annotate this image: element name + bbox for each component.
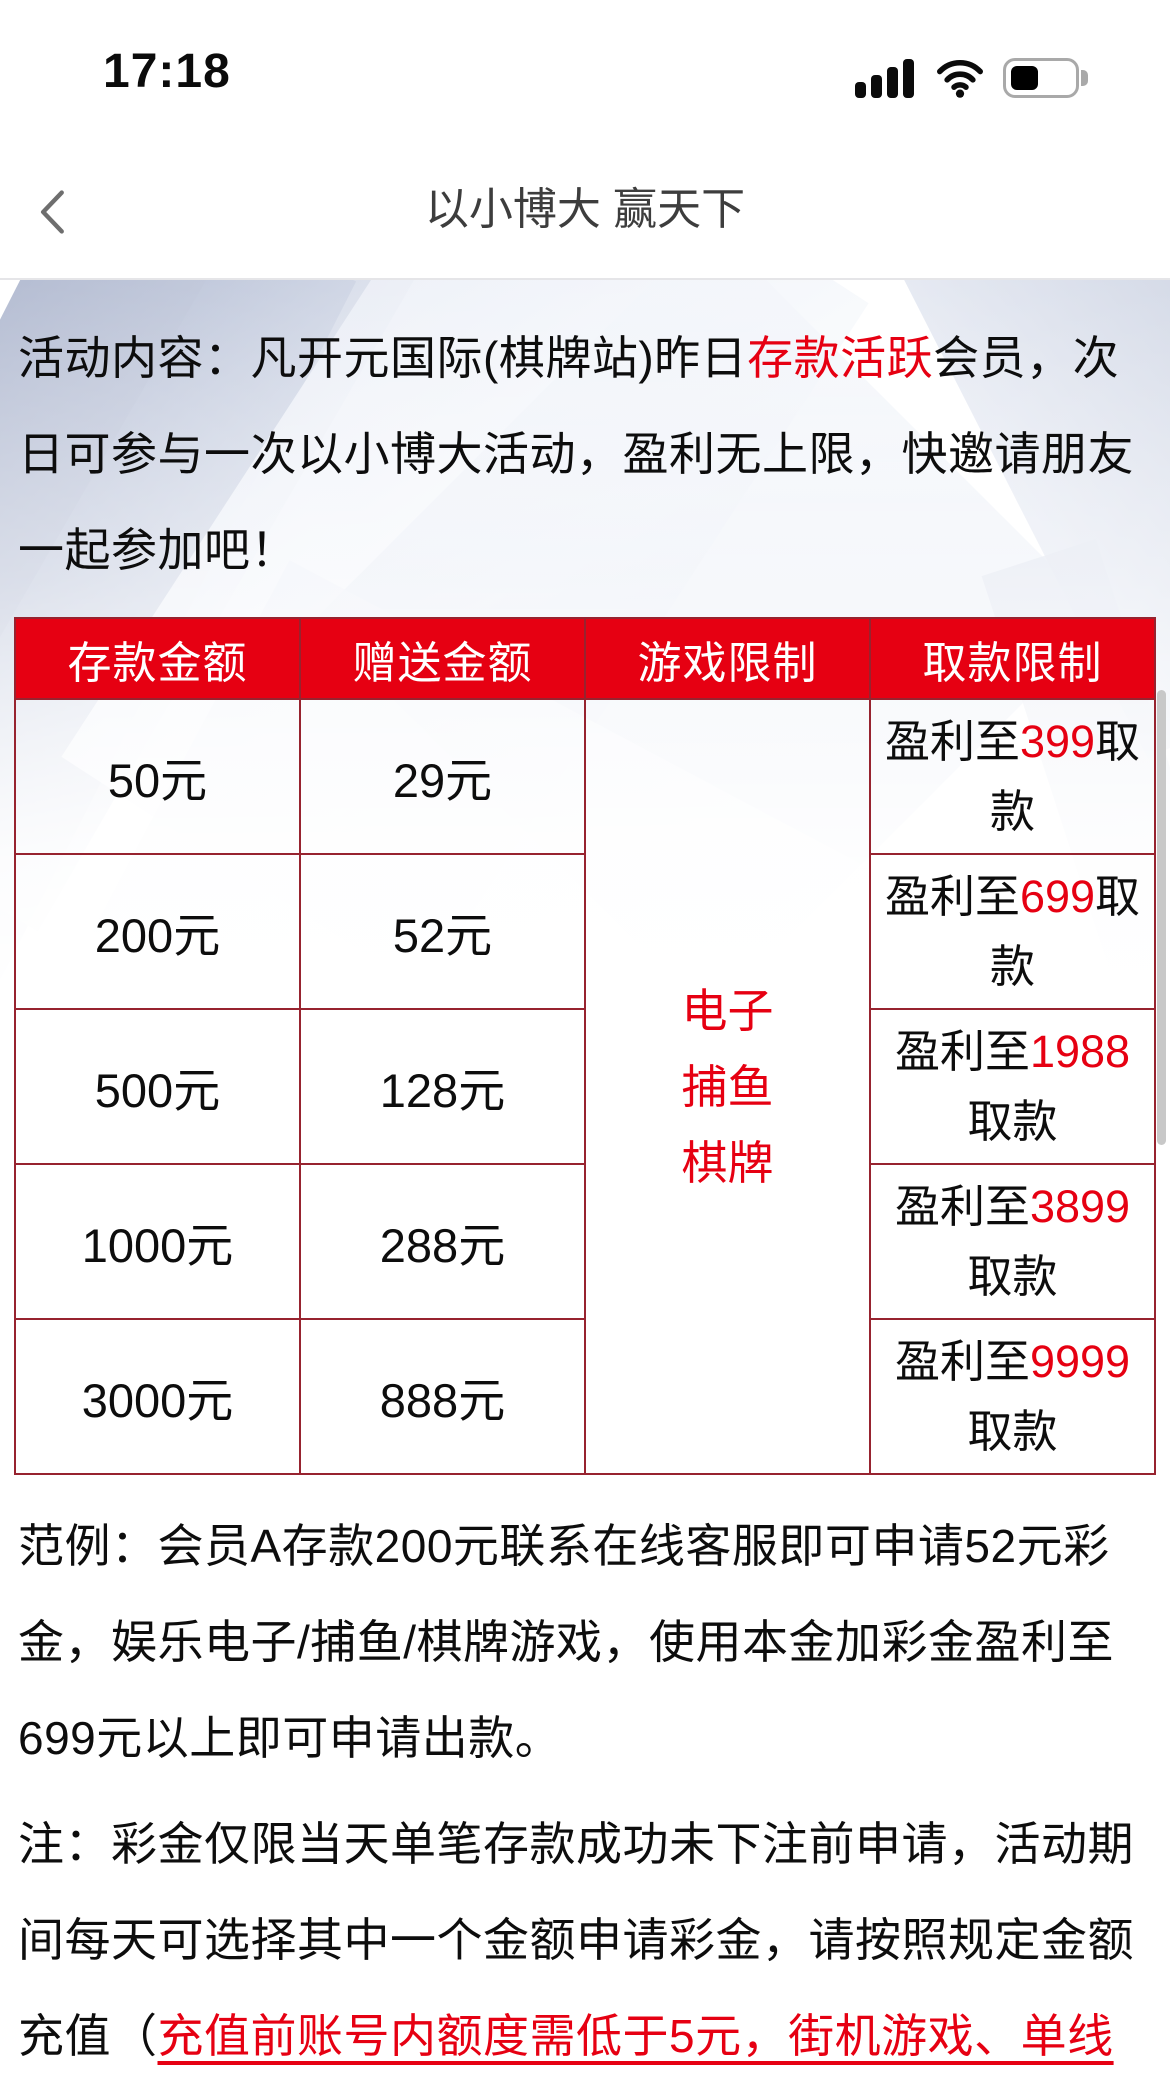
game-limit-line: 棋牌 [681,1136,774,1189]
withdraw-limit-cell: 盈利至399取款 [869,698,1156,855]
text-segment-red: 9999 [1029,1335,1131,1387]
promo-table: 存款金额 赠送金额 游戏限制 取款限制 50元 29元 电子 捕鱼 棋牌 盈利至399取款 200… [14,617,1156,1475]
game-limit-line: 捕鱼 [681,1060,774,1113]
table-row: 1000元 288元 盈利至3899 取款 [14,1163,1156,1320]
deposit-cell: 500元 [14,1008,301,1165]
text-segment: 活动内容：凡开元国际(棋牌站)昨日 [18,332,748,384]
table-row: 500元 128元 盈利至1988 取款 [14,1008,1156,1165]
text-segment: 注：彩金仅限当天单笔存款成功未下注前申请，活动期间每天可选择其中一个金额申请彩金… [18,1818,1134,2062]
deposit-cell: 3000元 [14,1318,301,1475]
table-header-cell: 赠送金额 [299,617,586,700]
text-segment: 盈利至 [894,1025,1030,1077]
text-segment: 取款 [967,1250,1058,1302]
bonus-cell: 52元 [299,853,586,1010]
withdraw-limit-cell: 盈利至1988 取款 [869,1008,1156,1165]
text-segment-red: 存款活跃 [747,332,934,384]
scrollbar-thumb[interactable] [1157,690,1166,1145]
nav-bar: 以小博大 赢天下 [0,110,1170,278]
text-segment-red: 充值前账号内额度需低于5元，街机游戏、单线 [157,2010,1114,2062]
text-segment: 会员，次日可参与一次以小博大活动，盈利无上限，快邀请朋友一起参加吧！ [18,332,1134,576]
battery-nub [1081,70,1088,86]
activity-description: 活动内容：凡开元国际(棋牌站)昨日存款活跃会员，次日可参与一次以小博大活动，盈利… [0,310,1170,598]
table-row: 3000元 888元 盈利至9999 取款 [14,1318,1156,1475]
text-segment: 盈利至 [894,1335,1030,1387]
text-segment-red: 399 [1019,715,1096,767]
status-time: 17:18 [103,45,231,98]
page-title: 以小博大 赢天下 [424,185,746,234]
text-segment: 范例：会员A存款200元联系在线客服即可申请52元彩金，娱乐电子/捕鱼/棋牌游戏… [18,1520,1115,1764]
bonus-cell: 29元 [299,698,586,855]
table-row: 200元 52元 盈利至699取款 [14,853,1156,1010]
text-segment-red: 1988 [1029,1025,1131,1077]
text-segment: 取款 [967,1405,1058,1457]
wifi-icon [937,60,983,98]
table-header-cell: 存款金额 [14,617,301,700]
deposit-cell: 50元 [14,698,301,855]
text-segment: 取款 [967,1095,1058,1147]
back-button[interactable] [30,184,74,240]
withdraw-limit-cell: 盈利至9999 取款 [869,1318,1156,1475]
battery-body [1003,58,1079,98]
battery-fill [1011,66,1038,90]
text-segment: 盈利至 [884,715,1020,767]
text-segment: 盈利至 [894,1180,1030,1232]
deposit-cell: 1000元 [14,1163,301,1320]
text-segment: 取款 [989,870,1141,992]
table-header-cell: 游戏限制 [584,617,871,700]
bonus-cell: 288元 [299,1163,586,1320]
chevron-left-icon [40,190,64,234]
status-icons [855,56,1088,100]
withdraw-limit-cell: 盈利至3899 取款 [869,1163,1156,1320]
text-segment: 盈利至 [884,870,1020,922]
promo-content: 活动内容：凡开元国际(棋牌站)昨日存款活跃会员，次日可参与一次以小博大活动，盈利… [0,278,1170,2077]
bonus-cell: 888元 [299,1318,586,1475]
bonus-cell: 128元 [299,1008,586,1165]
text-segment-red: 699 [1019,870,1096,922]
battery-icon [1003,58,1088,98]
status-bar: 17:18 [0,0,1170,110]
deposit-cell: 200元 [14,853,301,1010]
withdraw-limit-cell: 盈利至699取款 [869,853,1156,1010]
text-segment: 取款 [989,715,1141,837]
table-row: 50元 29元 电子 捕鱼 棋牌 盈利至399取款 [14,698,1156,1475]
example-text: 范例：会员A存款200元联系在线客服即可申请52元彩金，娱乐电子/捕鱼/棋牌游戏… [0,1498,1170,1786]
note-text: 注：彩金仅限当天单笔存款成功未下注前申请，活动期间每天可选择其中一个金额申请彩金… [0,1796,1170,2077]
table-header-cell: 取款限制 [869,617,1156,700]
promo-table-head-row: 存款金额 赠送金额 游戏限制 取款限制 [14,617,1156,700]
game-limit-line: 电子 [681,984,774,1037]
text-segment-red: 3899 [1029,1180,1131,1232]
cellular-signal-icon [855,59,914,98]
game-limit-cell: 电子 捕鱼 棋牌 [584,698,871,1475]
promo-table-body: 50元 29元 电子 捕鱼 棋牌 盈利至399取款 200元 52元 盈利至699取款 500元 1… [14,698,1156,1475]
